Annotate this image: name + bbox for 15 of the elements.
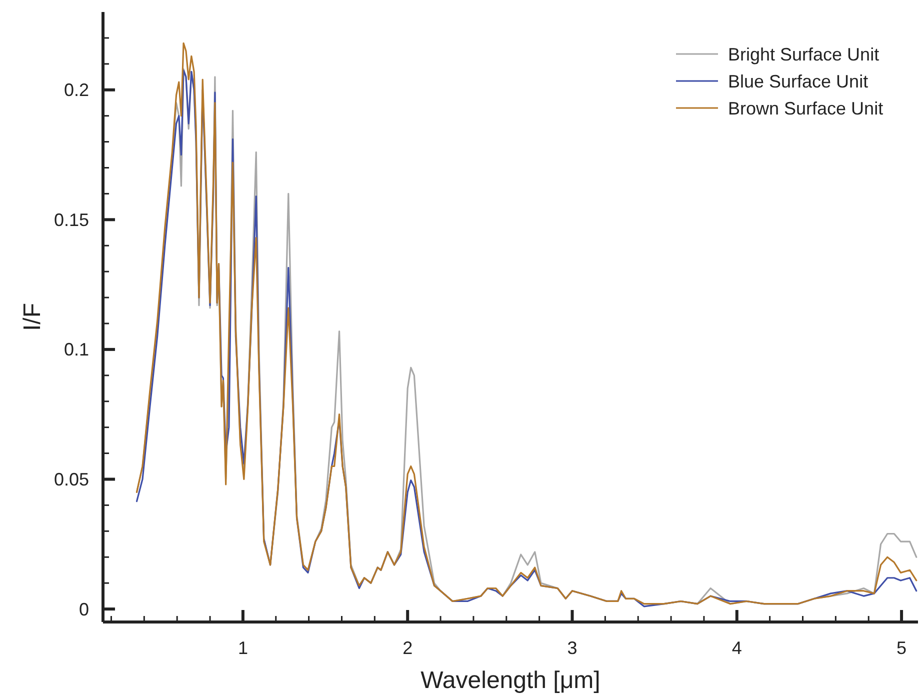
x-tick-label: 2 bbox=[402, 638, 413, 658]
x-tick-label: 5 bbox=[896, 638, 907, 658]
y-tick-label: 0.15 bbox=[54, 210, 89, 230]
y-tick-label: 0 bbox=[78, 599, 89, 620]
x-tick-label: 1 bbox=[238, 638, 248, 658]
legend-label: Blue Surface Unit bbox=[728, 71, 868, 92]
y-tick-label: 0.05 bbox=[54, 470, 89, 490]
legend-label: Bright Surface Unit bbox=[728, 44, 880, 64]
x-axis-title: Wavelength [μm] bbox=[420, 667, 600, 694]
y-axis-title: I/F bbox=[19, 303, 46, 331]
legend-label: Brown Surface Unit bbox=[728, 98, 884, 118]
x-tick-label: 3 bbox=[567, 638, 578, 658]
y-tick-label: 0.2 bbox=[64, 80, 89, 100]
y-tick-label: 0.1 bbox=[64, 340, 89, 360]
x-tick-label: 4 bbox=[732, 638, 742, 658]
